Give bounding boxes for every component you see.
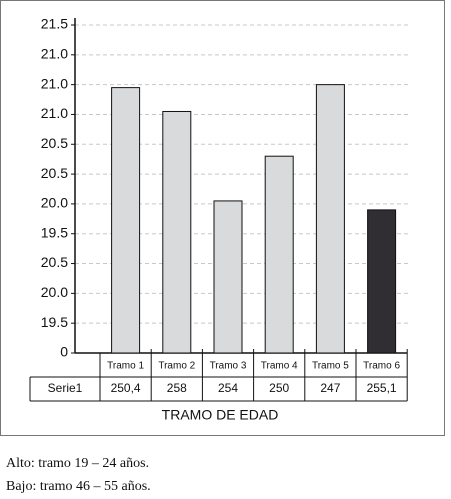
x-tick-label: Tramo 5 xyxy=(312,361,349,372)
bar xyxy=(162,110,192,354)
y-tick-label: 19.5 xyxy=(41,224,68,240)
bar xyxy=(367,209,397,354)
bar xyxy=(213,200,243,354)
table-cell: 247 xyxy=(320,381,340,395)
note: Bajo: tramo 46 – 55 años. xyxy=(6,479,151,494)
y-tick-label: 20.0 xyxy=(41,284,68,300)
y-tick-label: 0 xyxy=(60,344,68,360)
table-cell: 250 xyxy=(269,381,289,395)
frame xyxy=(0,0,445,436)
y-tick-label: 20.5 xyxy=(41,165,68,181)
x-tick-label: Tramo 2 xyxy=(158,361,195,372)
table-cell: 255,1 xyxy=(367,381,397,395)
x-tick-label: Tramo 4 xyxy=(261,361,298,372)
x-axis-title: TRAMO DE EDAD xyxy=(162,407,279,423)
bar xyxy=(264,155,294,354)
note: Alto: tramo 19 – 24 años. xyxy=(6,456,150,471)
table-cell: 258 xyxy=(167,381,187,395)
x-tick-label: Tramo 3 xyxy=(210,361,247,372)
series-name: Serie1 xyxy=(48,381,83,395)
y-tick-label: 19.5 xyxy=(41,314,68,330)
chart: TRAMO DE EDAD 0 19.5 20.0 20.5 19.5 20.0 20.5 2… xyxy=(0,0,445,436)
y-tick-label: 21.5 xyxy=(41,16,68,32)
bar xyxy=(315,84,345,354)
table-cell: 254 xyxy=(218,381,238,395)
table-cell: 250,4 xyxy=(111,381,141,395)
y-tick-label: 21.0 xyxy=(41,46,68,62)
x-tick-label: Tramo 1 xyxy=(107,361,144,372)
y-tick-label: 21.0 xyxy=(41,105,68,121)
bar xyxy=(111,87,141,354)
x-tick-label: Tramo 6 xyxy=(363,361,400,372)
y-tick-label: 20.5 xyxy=(41,254,68,270)
y-tick-label: 20.5 xyxy=(41,135,68,151)
y-tick-label: 20.0 xyxy=(41,195,68,211)
y-tick-label: 21.0 xyxy=(41,75,68,91)
